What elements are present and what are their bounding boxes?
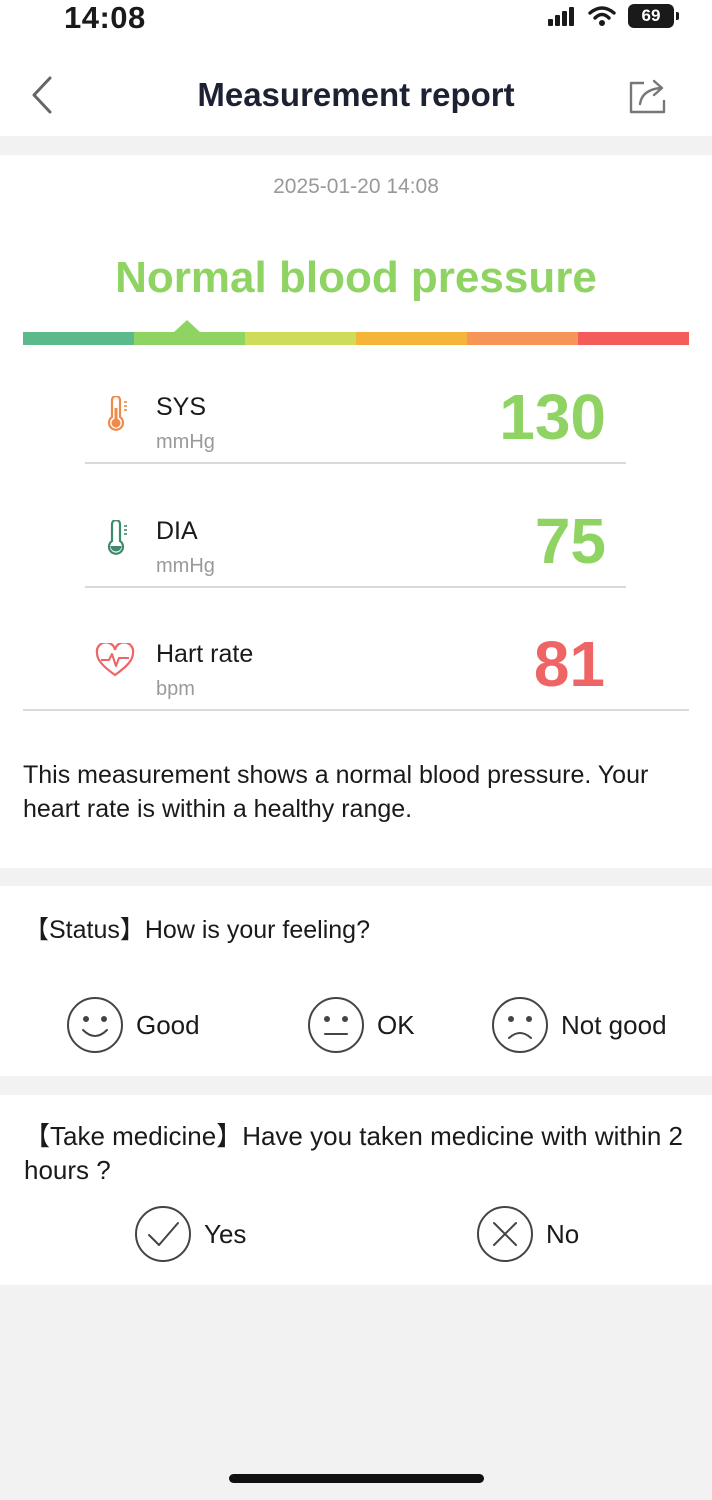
option-label: Yes [204,1218,247,1249]
page-title: Measurement report [197,76,515,113]
feeling-card: 【Status】How is your feeling? Good OK Not… [0,886,712,1076]
option-label: OK [377,1009,415,1040]
metric-unit: mmHg [156,555,215,577]
neutral-face-icon [308,997,364,1053]
scale-pointer [173,320,201,333]
metric-sys: SYS mmHg 130 [85,381,626,464]
report-summary: This measurement shows a normal blood pr… [23,761,649,823]
check-circle-icon [135,1206,191,1262]
bp-scale-bar [23,332,689,345]
scale-segment [356,332,467,345]
share-icon [629,79,666,114]
bp-status-label: Normal blood pressure [115,253,597,302]
metric-value: 130 [499,381,606,453]
chevron-left-icon [32,76,52,114]
heart-pulse-icon [95,643,135,677]
metric-unit: mmHg [156,431,215,453]
feeling-question: 【Status】How is your feeling? [24,916,370,944]
option-label: Not good [561,1009,667,1040]
option-label: No [546,1218,580,1249]
medicine-question: 【Take medicine】Have you taken medicine w… [24,1121,683,1185]
thermometer-icon [107,520,127,555]
report-card: 2025-01-20 14:08 Normal blood pressure S… [0,155,712,868]
smile-face-icon [67,997,123,1053]
metric-dia: DIA mmHg 75 [85,505,626,588]
wifi-icon [588,6,616,26]
sad-face-icon [492,997,548,1053]
signal-icon [548,7,574,26]
feeling-option-good[interactable]: Good [66,996,200,1054]
status-time: 14:08 [64,0,146,35]
metric-value: 81 [533,628,605,700]
measurement-datetime: 2025-01-20 14:08 [273,175,439,198]
battery-icon: 69 [628,4,679,28]
back-button[interactable] [24,70,64,120]
feeling-option-ok[interactable]: OK [307,996,415,1054]
scale-segment [467,332,578,345]
metric-heart-rate: Hart rate bpm 81 [23,628,689,711]
scale-segment [245,332,356,345]
option-label: Good [136,1009,200,1040]
scale-segment [578,332,689,345]
feeling-option-not-good[interactable]: Not good [491,996,667,1054]
metric-value: 75 [534,505,606,577]
nav-bar: Measurement report [0,40,712,136]
scale-segment [23,332,134,345]
metric-unit: bpm [156,678,195,700]
status-icons: 69 [548,4,679,28]
status-bar: 14:08 69 [0,0,712,40]
share-button[interactable] [626,74,670,118]
metric-label: DIA [156,517,198,545]
medicine-option-yes[interactable]: Yes [134,1205,246,1263]
metric-label: Hart rate [156,640,254,668]
x-circle-icon [477,1206,533,1262]
medicine-option-no[interactable]: No [476,1205,579,1263]
home-indicator[interactable] [229,1474,484,1483]
thermometer-icon [107,396,127,431]
scale-segment [134,332,245,345]
metric-label: SYS [156,393,207,421]
medicine-card: 【Take medicine】Have you taken medicine w… [0,1095,712,1285]
